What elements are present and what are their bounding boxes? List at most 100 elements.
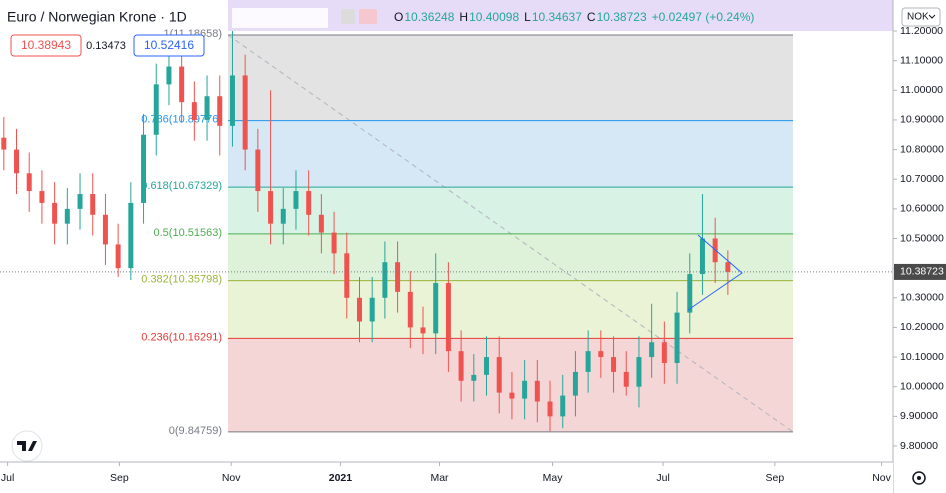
candle-body <box>484 357 490 375</box>
x-tick-label: Jul <box>656 472 669 484</box>
fib-label: 0.382(10.35798) <box>141 274 222 286</box>
candle-body <box>433 282 439 334</box>
icon-btn[interactable] <box>359 9 377 24</box>
candle-body <box>636 357 642 387</box>
y-tick-label: 10.00000 <box>900 380 944 392</box>
ohlc-value: 10.38723 <box>597 10 647 24</box>
candle-body <box>166 66 172 85</box>
fib-zone <box>228 233 793 281</box>
x-tick-label: Sep <box>766 472 785 484</box>
fib-zone <box>228 187 793 234</box>
currency-btn[interactable] <box>901 7 941 27</box>
fib-zone <box>228 120 793 188</box>
y-tick-label: 11.10000 <box>900 54 943 66</box>
candle-body <box>39 191 45 203</box>
y-tick-label: 10.90000 <box>900 114 944 126</box>
y-tick-label: 10.30000 <box>900 292 944 304</box>
settings-icon[interactable] <box>912 471 926 485</box>
candle-body <box>560 395 566 417</box>
x-tick-label: May <box>543 472 564 484</box>
buy-box[interactable] <box>133 34 205 57</box>
y-tick-label: 11.00000 <box>900 84 943 96</box>
candle-body <box>522 380 528 399</box>
settings-dot <box>917 476 921 480</box>
spread: 0.13473 <box>86 40 126 52</box>
candle-body <box>115 244 121 269</box>
x-tick-label: Nov <box>872 472 891 484</box>
fib-label: 0.618(10.67329) <box>141 180 222 192</box>
candle-body <box>128 202 134 269</box>
ohlc-value: 10.34637 <box>532 10 582 24</box>
candle-body <box>153 84 159 135</box>
candle-body <box>496 357 502 393</box>
last-price-label: 10.38723 <box>900 266 944 278</box>
candle-body <box>445 282 451 352</box>
x-axis-bg <box>0 462 893 493</box>
ohlc-value: 10.36248 <box>404 10 454 24</box>
change: +0.02497 (+0.24%) <box>652 10 755 24</box>
triangle-pattern <box>687 234 743 311</box>
y-tick-label: 10.60000 <box>900 203 944 215</box>
dropdown-icon <box>928 14 936 19</box>
candle-body <box>1 137 7 150</box>
candle-body <box>369 297 375 322</box>
y-tick-label: 11.20000 <box>900 25 943 37</box>
candle-body <box>331 232 337 254</box>
ohlc-key: L <box>524 10 531 24</box>
ohlc-key: O <box>394 10 403 24</box>
icon-btn[interactable] <box>341 9 355 24</box>
y-tick-label: 9.80000 <box>900 440 938 452</box>
candle-body <box>90 194 96 215</box>
candle-body <box>242 75 248 150</box>
candle-body <box>217 96 223 126</box>
candle-body <box>585 351 591 372</box>
ohlc-key: H <box>459 10 468 24</box>
candle-body <box>598 351 604 358</box>
currency: NOK <box>907 12 929 23</box>
candle-body <box>64 208 70 224</box>
sell-box[interactable] <box>10 34 82 57</box>
hidden-box <box>232 8 328 28</box>
candle-body <box>572 371 578 396</box>
x-tick-label: 2021 <box>329 472 353 484</box>
symbol-title: Euro / Norwegian Krone · 1D <box>7 9 187 25</box>
candle-body <box>102 214 108 245</box>
candle-body <box>471 374 477 381</box>
ohlc-key: C <box>587 10 596 24</box>
fib-zone <box>228 280 793 339</box>
ohlc-value: 10.40098 <box>469 10 519 24</box>
candle-body <box>395 262 401 292</box>
candle-body <box>649 342 655 358</box>
candle-body <box>141 134 147 203</box>
candle-body <box>699 238 705 275</box>
candle-body <box>534 380 540 402</box>
last-price-box <box>894 263 946 280</box>
candle-body <box>547 401 553 417</box>
candle-body <box>52 202 58 224</box>
fib-zone <box>228 338 793 432</box>
candle-body <box>623 371 629 387</box>
candle-body <box>229 75 235 126</box>
candle-body <box>674 312 680 363</box>
candle-body <box>661 342 667 363</box>
buy-price: 10.52416 <box>144 38 194 52</box>
fib-zone <box>228 34 793 121</box>
candle-body <box>344 253 350 298</box>
candle-body <box>687 274 693 313</box>
x-tick-label: Jul <box>1 472 14 484</box>
candle-body <box>293 191 299 209</box>
y-axis-bg <box>893 0 946 493</box>
candle-body <box>255 149 261 192</box>
y-tick-label: 10.80000 <box>900 143 944 155</box>
candle-body <box>179 66 185 103</box>
fib-label: 0(9.84759) <box>169 425 222 437</box>
logo <box>17 441 37 451</box>
candle-body <box>77 194 83 209</box>
candle-body <box>268 191 274 224</box>
candle-body <box>509 392 515 399</box>
x-tick-label: Nov <box>222 472 241 484</box>
candle-body <box>611 357 617 372</box>
y-tick-label: 10.70000 <box>900 173 944 185</box>
fib-label: 0.5(10.51563) <box>154 227 223 239</box>
